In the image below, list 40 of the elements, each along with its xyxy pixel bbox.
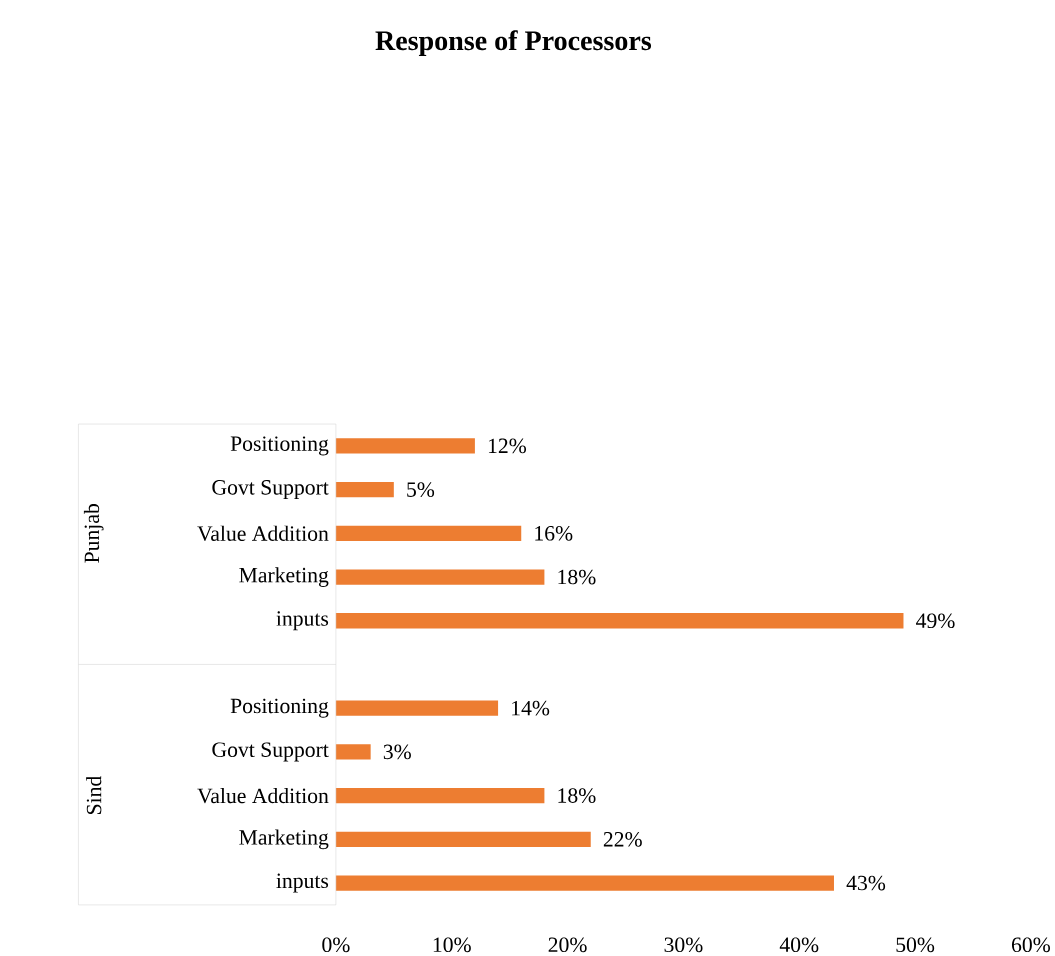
y-tick-label: Govt Support: [212, 479, 329, 499]
y-tick-label: Govt Support: [212, 742, 329, 762]
x-tick-label: 0%: [322, 937, 350, 952]
x-tick-label: 20%: [548, 937, 587, 952]
y-tick-label: Positioning: [230, 698, 329, 718]
data-label: 22%: [603, 831, 642, 847]
x-tick-label: 10%: [433, 937, 471, 952]
y-tick-label: Marketing: [239, 829, 329, 849]
data-label: 49%: [916, 613, 955, 628]
bar: [335, 744, 371, 760]
chart-title: Response of Processors: [375, 29, 652, 56]
y-tick-label: Positioning: [230, 436, 329, 456]
data-label: 18%: [558, 788, 596, 803]
y-tick-label: inputs: [276, 873, 329, 893]
bar: [335, 831, 591, 847]
data-label: 3%: [383, 744, 411, 760]
data-label: 5%: [407, 482, 435, 497]
bar: [335, 700, 499, 716]
y-tick-label: inputs: [276, 611, 329, 631]
x-tick-label: 30%: [664, 937, 703, 952]
y-tick-label: Value Addition: [197, 525, 329, 541]
bar: [335, 525, 522, 541]
data-label: 14%: [512, 700, 550, 716]
y-tick-label: Value Addition: [197, 787, 329, 804]
text: Punjab: [83, 503, 104, 563]
x-tick-label: 60%: [1011, 937, 1051, 952]
x-tick-label: 50%: [896, 937, 935, 952]
data-label: 43%: [846, 875, 886, 891]
bar: [335, 875, 834, 891]
bar: [335, 481, 394, 498]
data-label: 12%: [488, 438, 527, 454]
y-tick-label: Marketing: [239, 567, 329, 587]
data-label: 18%: [558, 569, 596, 585]
bar: [335, 787, 545, 804]
text: Sind: [86, 775, 102, 814]
x-tick-label: 40%: [779, 937, 819, 952]
bar: [335, 569, 545, 585]
data-label: 16%: [535, 525, 573, 541]
bar: [335, 438, 475, 454]
bar: [335, 612, 904, 629]
